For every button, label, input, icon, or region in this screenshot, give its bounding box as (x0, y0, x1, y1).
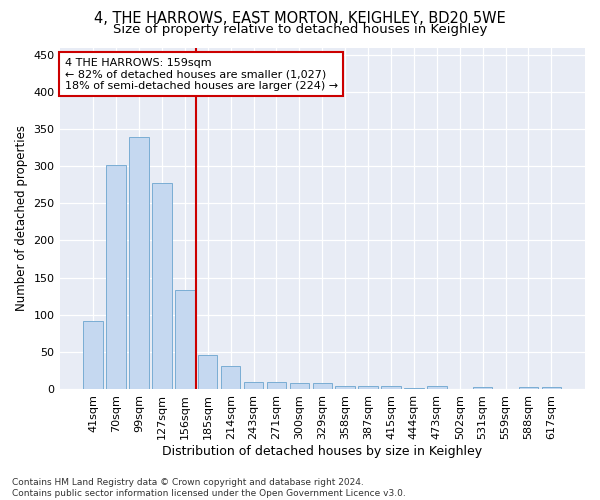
Y-axis label: Number of detached properties: Number of detached properties (15, 125, 28, 311)
Bar (152, 184, 172, 389)
Bar (198, 355, 217, 389)
Bar (267, 382, 286, 389)
Bar (244, 382, 263, 389)
Bar (221, 366, 241, 389)
Bar (404, 388, 424, 389)
Bar (335, 386, 355, 389)
X-axis label: Distribution of detached houses by size in Keighley: Distribution of detached houses by size … (162, 444, 482, 458)
Bar (106, 165, 126, 389)
Bar (290, 383, 309, 389)
Bar (175, 290, 194, 389)
Bar (427, 386, 446, 389)
Bar (473, 386, 493, 389)
Bar (358, 386, 378, 389)
Text: 4, THE HARROWS, EAST MORTON, KEIGHLEY, BD20 5WE: 4, THE HARROWS, EAST MORTON, KEIGHLEY, B… (94, 11, 506, 26)
Bar (129, 136, 149, 389)
Bar (313, 383, 332, 389)
Bar (381, 386, 401, 389)
Text: 4 THE HARROWS: 159sqm
← 82% of detached houses are smaller (1,027)
18% of semi-d: 4 THE HARROWS: 159sqm ← 82% of detached … (65, 58, 338, 91)
Bar (83, 322, 103, 389)
Text: Size of property relative to detached houses in Keighley: Size of property relative to detached ho… (113, 22, 487, 36)
Bar (542, 386, 561, 389)
Text: Contains HM Land Registry data © Crown copyright and database right 2024.
Contai: Contains HM Land Registry data © Crown c… (12, 478, 406, 498)
Bar (519, 386, 538, 389)
